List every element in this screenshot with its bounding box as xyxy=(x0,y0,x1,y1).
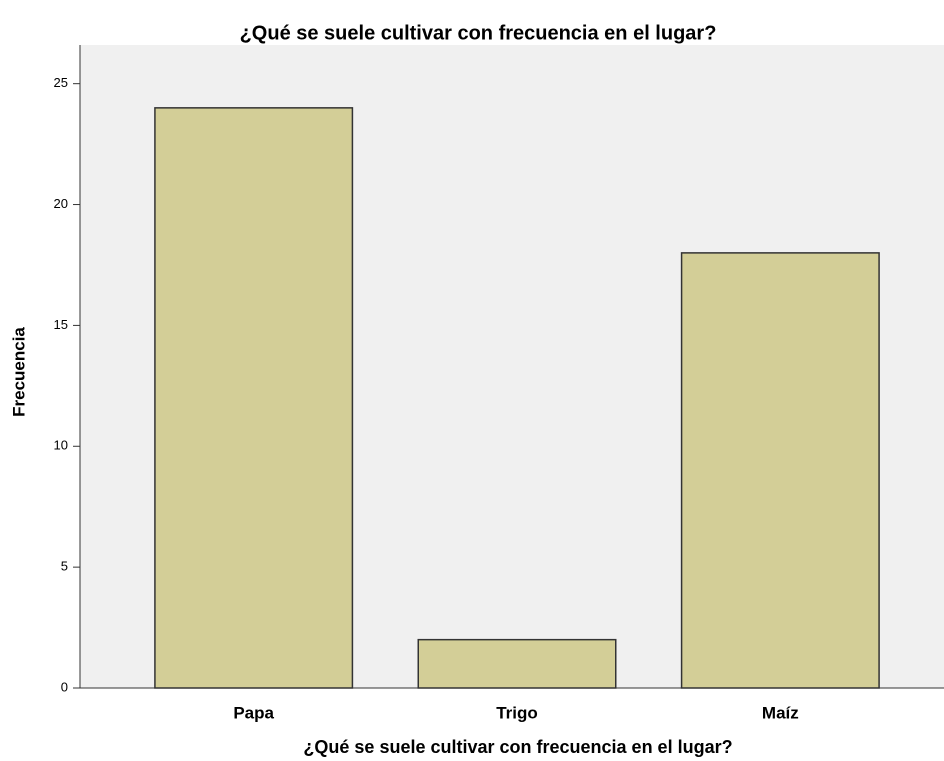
y-tick-label: 0 xyxy=(61,679,68,694)
x-tick-label: Maíz xyxy=(762,703,799,722)
x-axis-label: ¿Qué se suele cultivar con frecuencia en… xyxy=(303,737,732,757)
y-tick-label: 5 xyxy=(61,559,68,574)
bar xyxy=(154,107,354,689)
y-tick-label: 15 xyxy=(54,317,68,332)
y-tick-label: 25 xyxy=(54,75,68,90)
bar xyxy=(680,252,880,689)
x-tick-label: Trigo xyxy=(496,703,538,722)
y-tick-label: 20 xyxy=(54,196,68,211)
bar xyxy=(417,638,617,689)
x-tick-label: Papa xyxy=(233,703,274,722)
chart-title: ¿Qué se suele cultivar con frecuencia en… xyxy=(240,22,717,44)
y-axis-label: Frecuencia xyxy=(9,327,28,417)
y-tick-label: 10 xyxy=(54,438,68,453)
